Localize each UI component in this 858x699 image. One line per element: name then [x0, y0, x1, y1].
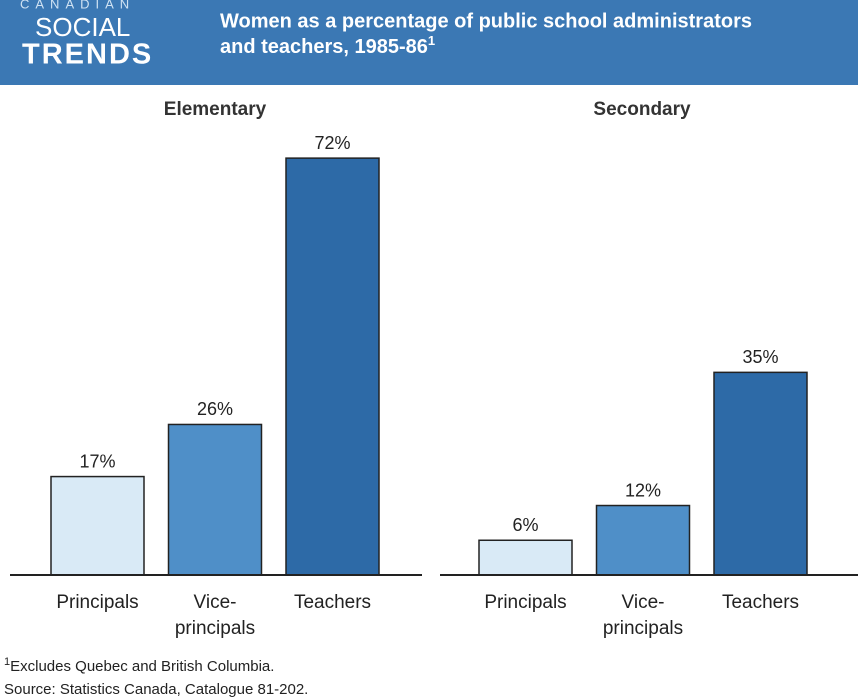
- title-text: and teachers, 1985-86: [220, 36, 428, 58]
- bar: [595, 504, 691, 576]
- category-label: Vice-principals: [603, 592, 683, 639]
- category-label: Teachers: [294, 592, 371, 613]
- logo-bottom: TRENDS: [22, 39, 153, 71]
- value-label: 35%: [742, 347, 778, 367]
- category-line: principals: [603, 618, 683, 639]
- source: Source: Statistics Canada, Catalogue 81-…: [4, 681, 308, 698]
- category-label: Vice-principals: [175, 592, 255, 639]
- logo-middle: SOCIAL: [35, 12, 130, 42]
- panel-title: Secondary: [593, 99, 691, 120]
- category-label: Teachers: [722, 592, 799, 613]
- logo-top: CANADIAN: [20, 0, 135, 11]
- category-line: Vice-: [194, 592, 237, 613]
- header-band: [0, 0, 858, 85]
- category-label: Principals: [56, 592, 138, 613]
- category-line: Vice-: [622, 592, 665, 613]
- value-label: 6%: [512, 515, 538, 535]
- title-line: and teachers, 1985-861: [220, 33, 435, 58]
- value-label: 17%: [79, 451, 115, 471]
- title-mark: 1: [428, 33, 435, 48]
- value-label: 72%: [314, 133, 350, 153]
- value-label: 12%: [625, 480, 661, 500]
- footnote: 1Excludes Quebec and British Columbia.: [4, 656, 274, 675]
- category-line: principals: [175, 618, 255, 639]
- bar: [713, 371, 808, 576]
- value-label: 26%: [197, 399, 233, 419]
- footnote-mark: 1: [4, 656, 10, 668]
- footnote-text: Excludes Quebec and British Columbia.: [10, 658, 274, 675]
- bar: [50, 475, 145, 576]
- bar: [285, 157, 380, 576]
- bar: [478, 539, 573, 576]
- bar: [167, 423, 263, 576]
- panel-title: Elementary: [164, 99, 267, 120]
- title-line: Women as a percentage of public school a…: [220, 10, 752, 32]
- category-label: Principals: [484, 592, 566, 613]
